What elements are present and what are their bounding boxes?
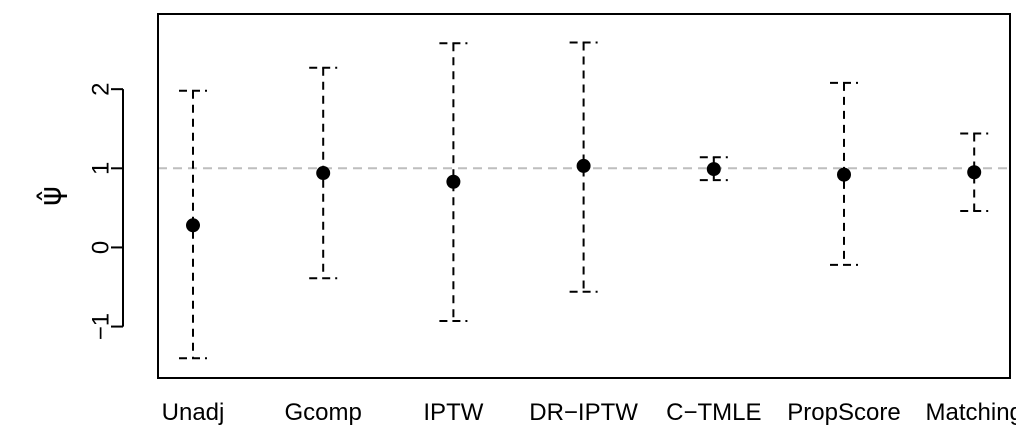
x-tick-label: C−TMLE: [666, 399, 761, 426]
x-tick-label: PropScore: [787, 399, 900, 426]
x-tick-label: Matching: [926, 399, 1016, 426]
x-tick-label: Unadj: [162, 399, 225, 426]
y-tick-label: 0: [87, 241, 114, 254]
y-tick-label: 2: [87, 82, 114, 95]
y-axis-label: ψ̂: [34, 186, 69, 206]
plot-frame: [157, 13, 1011, 379]
estimate-point: [446, 174, 461, 189]
y-tick-label: −1: [87, 313, 114, 340]
x-tick-label: Gcomp: [285, 399, 362, 426]
interval-7: [960, 132, 989, 213]
estimate-point: [576, 158, 591, 173]
y-axis: −1 0 1 2: [87, 82, 124, 340]
x-axis: Unadj Gcomp IPTW DR−IPTW C−TMLE PropScore Matc…: [162, 399, 1016, 426]
estimate-point: [837, 167, 851, 182]
point-layer: [186, 158, 982, 233]
estimate-point: [967, 165, 982, 180]
estimate-point: [316, 166, 331, 181]
y-tick-label: 1: [87, 162, 114, 175]
estimate-point: [186, 218, 200, 233]
estimate-point: [706, 162, 721, 177]
interval-3: [439, 42, 468, 323]
interval-4: [569, 41, 598, 293]
x-tick-label: IPTW: [423, 399, 483, 426]
x-tick-label: DR−IPTW: [529, 399, 638, 426]
interval-5: [699, 156, 728, 182]
